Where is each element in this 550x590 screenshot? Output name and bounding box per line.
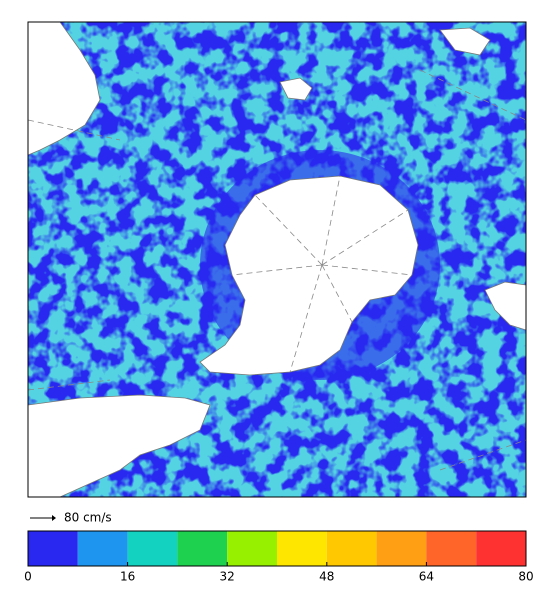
meridians: [231, 175, 413, 373]
colorbar-swatch: [376, 531, 427, 566]
colorbar-tick-label: 64: [419, 570, 434, 584]
africa: [28, 22, 101, 156]
colorbar-tick-label: 32: [220, 570, 235, 584]
colorbar-swatch: [326, 531, 377, 566]
island-a: [279, 77, 313, 101]
colorbar-swatch: [77, 531, 128, 566]
colorbar-swatch: [127, 531, 178, 566]
reference-arrowhead: [52, 515, 56, 521]
colorbar-swatch: [277, 531, 327, 566]
colorbar-swatch: [476, 531, 526, 566]
island-b: [439, 27, 491, 56]
antarctica: [199, 175, 419, 376]
colorbar-swatch: [177, 531, 228, 566]
reference-label: 80 cm/s: [64, 511, 112, 525]
colorbar-frame: [27, 530, 527, 567]
colorbar-swatch: [426, 531, 477, 566]
colorbar-swatch: [227, 531, 277, 566]
australia: [484, 281, 526, 331]
colorbar-swatch: [28, 531, 78, 566]
colorbar-tick-label: 80: [518, 570, 533, 584]
colorbar-tick-label: 48: [319, 570, 334, 584]
south-america: [28, 394, 211, 497]
colorbar-tick-label: 16: [120, 570, 135, 584]
map: [28, 22, 526, 497]
colorbar-tick-label: 0: [24, 570, 32, 584]
map-frame: [27, 21, 527, 498]
